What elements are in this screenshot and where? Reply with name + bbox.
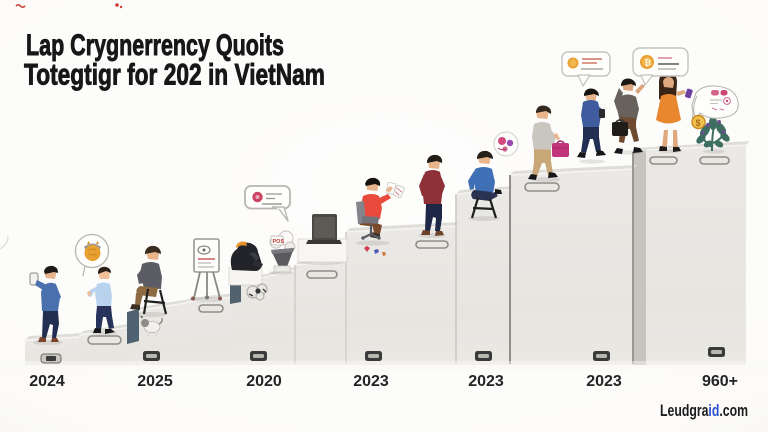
svg-text:960+: 960+	[702, 373, 738, 390]
svg-text:₿: ₿	[645, 59, 652, 68]
svg-text:2020: 2020	[246, 373, 282, 390]
svg-text:2025: 2025	[137, 373, 173, 390]
svg-text:Lap Crygnerrency Quoits: Lap Crygnerrency Quoits	[26, 29, 284, 62]
svg-text:2023: 2023	[586, 373, 622, 390]
svg-text:Leudgraid.com: Leudgraid.com	[660, 402, 748, 420]
svg-text:Totegtigr for 202 in VietNam: Totegtigr for 202 in VietNam	[24, 59, 325, 92]
svg-text:2024: 2024	[29, 373, 65, 390]
svg-text:POS: POS	[273, 239, 285, 245]
svg-text:2023: 2023	[468, 373, 504, 390]
svg-text:2023: 2023	[353, 373, 389, 390]
svg-text:$: $	[696, 118, 701, 128]
